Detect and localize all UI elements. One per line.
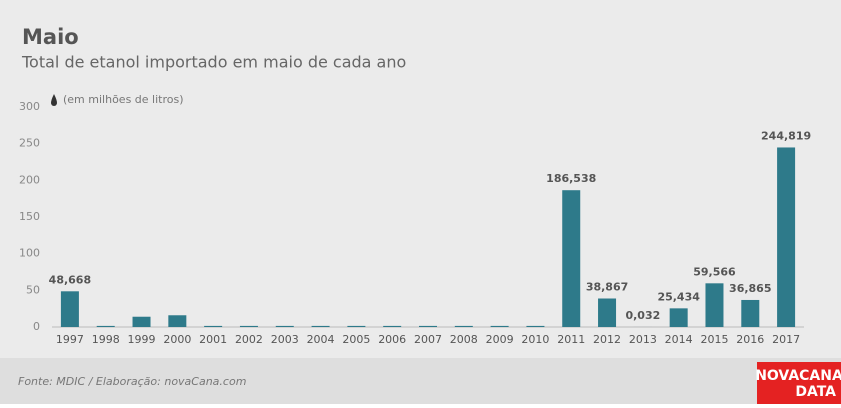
x-tick-label: 2016 — [736, 333, 764, 346]
value-label: 36,865 — [729, 282, 771, 295]
bar — [133, 317, 151, 327]
logo-text: DATA — [795, 384, 836, 400]
source: Fonte: MDIC / Elaboração: novaCana.com — [18, 375, 246, 388]
x-tick-label: 2015 — [700, 333, 728, 346]
x-tick-label: 2009 — [486, 333, 514, 346]
x-tick-label: 2002 — [235, 333, 263, 346]
y-tick-label: 300 — [19, 100, 40, 113]
x-tick-label: 1997 — [56, 333, 84, 346]
bar — [670, 308, 688, 327]
y-tick-label: 250 — [19, 137, 40, 150]
y-tick-label: 100 — [19, 247, 40, 260]
value-label: 59,566 — [693, 265, 736, 278]
x-tick-label: 1999 — [128, 333, 156, 346]
x-tick-label: 2001 — [199, 333, 227, 346]
x-tick-label: 2008 — [450, 333, 478, 346]
bar — [168, 315, 186, 327]
value-label: 25,434 — [657, 290, 700, 303]
bar — [419, 326, 437, 327]
x-tick-label: 2003 — [271, 333, 299, 346]
x-tick-label: 2004 — [307, 333, 335, 346]
bar — [562, 190, 580, 327]
bar — [526, 326, 544, 327]
bar — [455, 326, 473, 327]
x-tick-label: 2017 — [772, 333, 800, 346]
value-label: 244,819 — [761, 129, 811, 142]
logo-text: NOVACANA — [755, 368, 841, 384]
bar — [741, 300, 759, 327]
chart-title: Maio — [22, 25, 79, 49]
bar — [491, 326, 509, 327]
x-tick-label: 2014 — [665, 333, 693, 346]
bar — [598, 298, 616, 327]
y-tick-label: 200 — [19, 173, 40, 186]
bar — [705, 283, 723, 327]
value-label: 48,668 — [49, 273, 91, 286]
unit-note: (em milhões de litros) — [63, 93, 184, 106]
y-tick-label: 50 — [26, 283, 40, 296]
y-tick-label: 0 — [33, 320, 40, 333]
x-tick-label: 2000 — [163, 333, 191, 346]
bar — [204, 326, 222, 327]
bar — [240, 326, 258, 327]
bar — [383, 326, 401, 327]
bar — [347, 326, 365, 327]
bar — [61, 291, 79, 327]
x-tick-label: 2012 — [593, 333, 621, 346]
x-tick-label: 2005 — [342, 333, 370, 346]
bar — [276, 326, 294, 327]
bar — [97, 326, 115, 327]
x-tick-label: 2007 — [414, 333, 442, 346]
y-tick-label: 150 — [19, 210, 40, 223]
x-tick-label: 2006 — [378, 333, 406, 346]
value-label: 0,032 — [625, 309, 660, 322]
x-tick-label: 2010 — [521, 333, 549, 346]
x-tick-label: 2011 — [557, 333, 585, 346]
x-tick-label: 2013 — [629, 333, 657, 346]
bar — [312, 326, 330, 327]
x-tick-label: 1998 — [92, 333, 120, 346]
value-label: 38,867 — [586, 280, 628, 293]
chart-subtitle: Total de etanol importado em maio de cad… — [21, 53, 406, 72]
value-label: 186,538 — [546, 172, 596, 185]
bar — [777, 147, 795, 327]
